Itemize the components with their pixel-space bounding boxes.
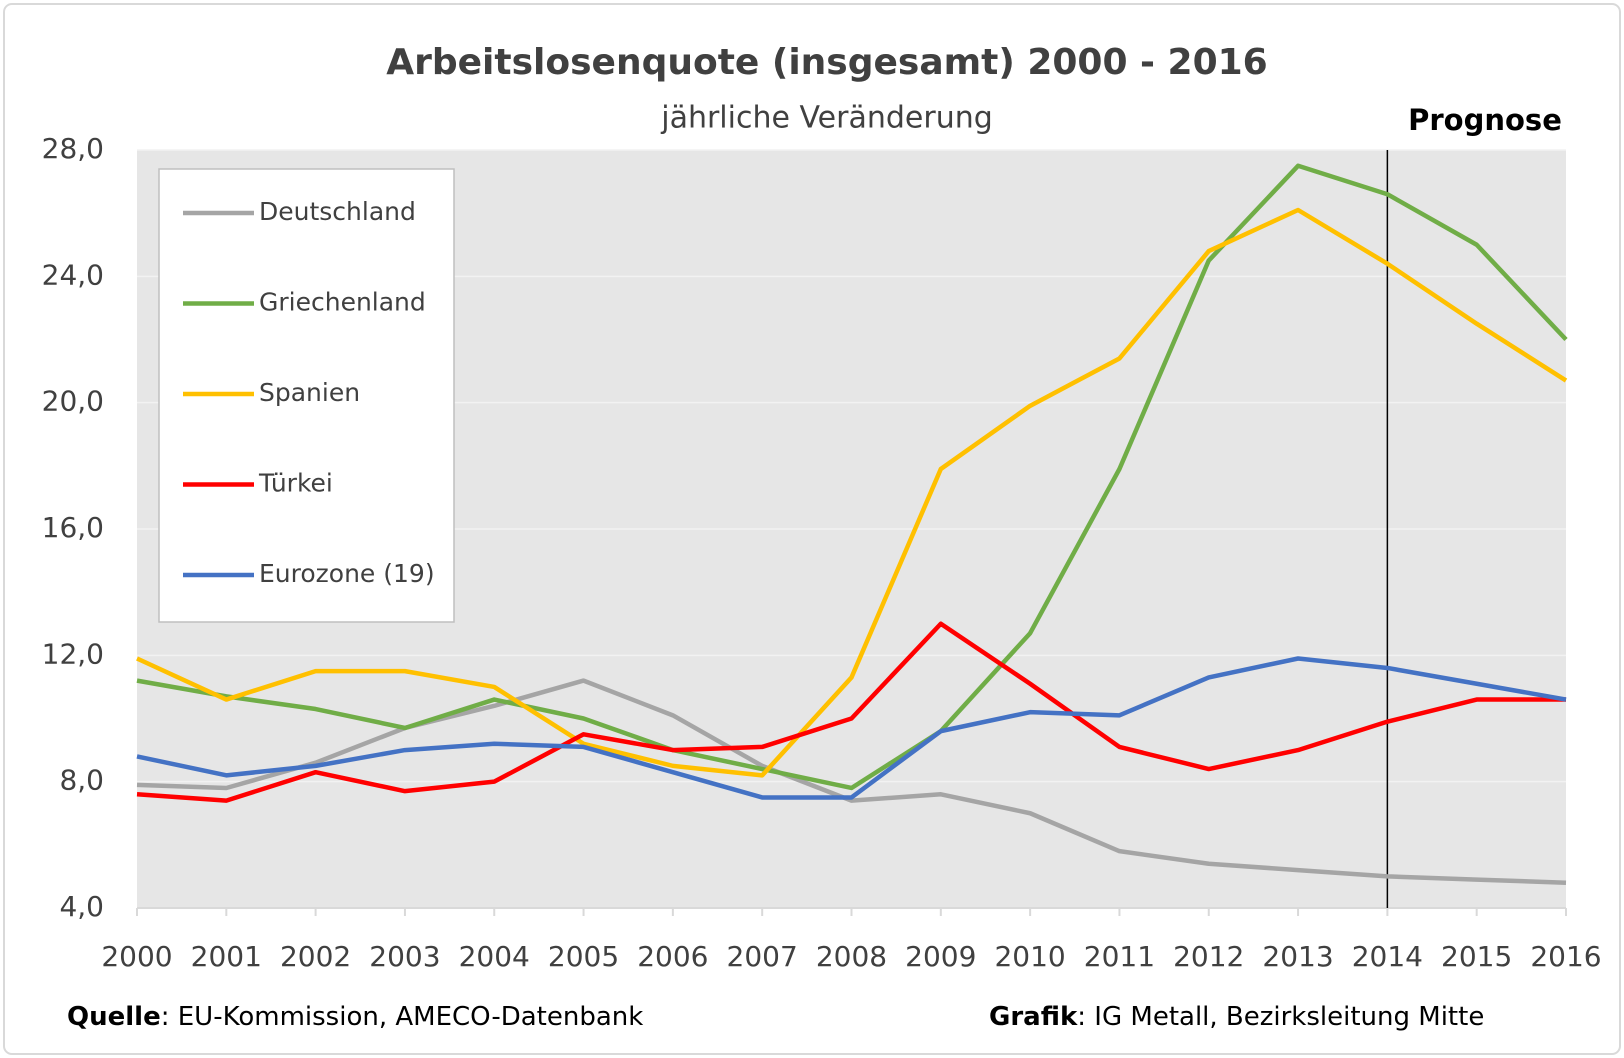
x-tick-label: 2012 bbox=[1173, 940, 1244, 973]
x-tick-label: 2014 bbox=[1352, 940, 1423, 973]
series-line bbox=[136, 163, 1568, 791]
source-label: Quelle bbox=[67, 1002, 161, 1032]
series-line bbox=[136, 678, 1567, 885]
x-tick-label: 2007 bbox=[727, 940, 798, 973]
y-tick-label: 20,0 bbox=[42, 385, 104, 418]
x-tick-label: 2001 bbox=[191, 940, 262, 973]
y-tick-label: 16,0 bbox=[42, 511, 104, 544]
legend-label: Spanien bbox=[259, 378, 360, 407]
credit-label: Grafik bbox=[989, 1002, 1078, 1032]
series-line bbox=[136, 656, 1567, 800]
x-tick-label: 2004 bbox=[459, 940, 530, 973]
x-tick-label: 2015 bbox=[1441, 940, 1512, 973]
x-tick-label: 2016 bbox=[1530, 940, 1601, 973]
y-tick-label: 24,0 bbox=[42, 258, 104, 291]
chart-subtitle: jährliche Veränderung bbox=[660, 101, 993, 136]
x-tick-label: 2000 bbox=[101, 940, 172, 973]
credit: Grafik: IG Metall, Bezirksleitung Mitte bbox=[989, 1002, 1484, 1032]
annotation: Prognose bbox=[1408, 103, 1562, 137]
legend-label: Eurozone (19) bbox=[259, 559, 435, 588]
x-tick-label: 2008 bbox=[816, 940, 887, 973]
series-line bbox=[136, 207, 1568, 778]
x-tick-label: 2003 bbox=[369, 940, 440, 973]
y-tick-label: 8,0 bbox=[59, 764, 104, 797]
y-tick-label: 28,0 bbox=[42, 132, 104, 165]
legend-label: Deutschland bbox=[259, 197, 416, 226]
source-text: : EU-Kommission, AMECO-Datenbank bbox=[161, 1002, 644, 1032]
x-tick-label: 2009 bbox=[905, 940, 976, 973]
y-tick-label: 12,0 bbox=[42, 637, 104, 670]
source: Quelle: EU-Kommission, AMECO-Datenbank bbox=[67, 1002, 643, 1032]
series-line bbox=[136, 621, 1566, 803]
x-tick-label: 2002 bbox=[280, 940, 351, 973]
x-tick-label: 2010 bbox=[994, 940, 1065, 973]
legend-label: Griechenland bbox=[259, 288, 426, 317]
x-tick-label: 2006 bbox=[637, 940, 708, 973]
x-tick-label: 2011 bbox=[1084, 940, 1155, 973]
x-tick-label: 2013 bbox=[1262, 940, 1333, 973]
x-tick-label: 2005 bbox=[548, 940, 619, 973]
y-tick-label: 4,0 bbox=[59, 890, 104, 923]
credit-text: : IG Metall, Bezirksleitung Mitte bbox=[1077, 1002, 1484, 1032]
legend-label: Türkei bbox=[258, 469, 333, 498]
chart-title: Arbeitslosenquote (insgesamt) 2000 - 201… bbox=[386, 42, 1267, 83]
